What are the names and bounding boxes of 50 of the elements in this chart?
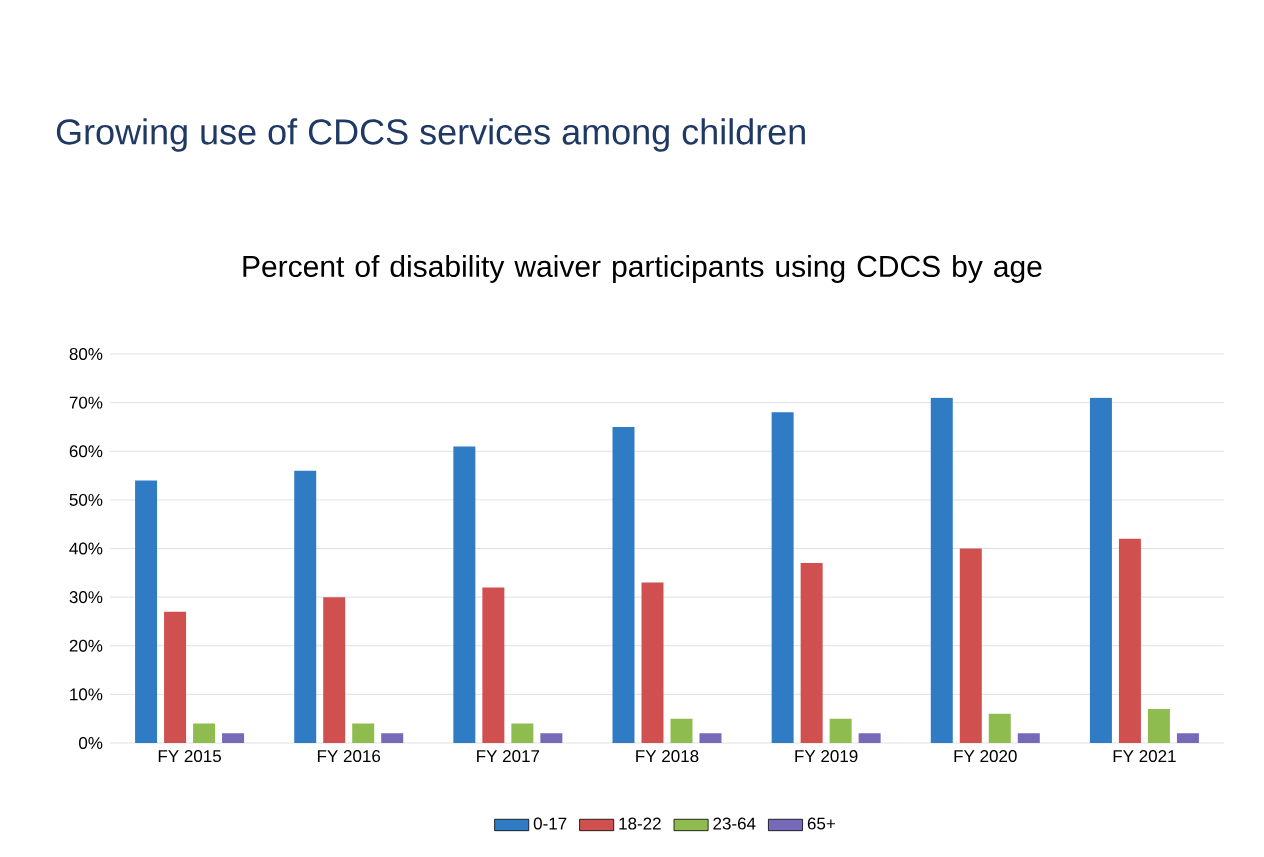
y-tick-label: 20% — [69, 639, 103, 652]
bar — [858, 733, 881, 743]
y-tick-label: 60% — [69, 445, 103, 458]
legend-label: 23-64 — [713, 817, 756, 830]
x-tick-label: FY 2020 — [954, 750, 1017, 763]
bar — [1017, 733, 1040, 743]
y-tick-label: 10% — [70, 688, 103, 701]
bar — [612, 426, 635, 743]
y-tick-label: 0% — [79, 737, 103, 750]
bar — [511, 723, 534, 743]
bar — [771, 412, 794, 743]
x-tick-label: FY 2015 — [158, 750, 221, 763]
bar — [135, 480, 158, 743]
bar — [482, 587, 505, 743]
bar — [323, 597, 346, 743]
bar — [641, 582, 664, 743]
bar — [959, 548, 982, 743]
y-tick-label: 40% — [69, 542, 103, 555]
y-tick-label: 80% — [69, 348, 103, 361]
bar — [829, 718, 852, 743]
bar — [1147, 708, 1170, 743]
bar — [352, 723, 375, 743]
bar — [222, 733, 245, 743]
bar — [930, 397, 953, 743]
bar — [453, 446, 476, 743]
chart-title: Growing use of CDCS services among children — [56, 118, 805, 152]
x-tick-label: FY 2019 — [795, 750, 858, 763]
chart-subtitle: Percent of disability waiver participants using CDCS by age — [243, 255, 1042, 283]
bar — [294, 470, 317, 743]
bar — [800, 563, 823, 743]
x-tick-label: FY 2016 — [317, 750, 381, 763]
bar — [988, 713, 1011, 743]
bar — [381, 733, 404, 743]
bar — [670, 718, 693, 743]
y-tick-label: 70% — [69, 396, 103, 409]
bar — [164, 611, 187, 743]
y-tick-label: 50% — [69, 493, 103, 506]
bar — [540, 733, 563, 743]
x-tick-label: FY 2021 — [1113, 750, 1176, 763]
legend-label: 65+ — [807, 817, 835, 830]
legend-label: 18-22 — [619, 817, 661, 830]
bar — [1176, 733, 1199, 743]
x-tick-label: FY 2017 — [477, 750, 540, 763]
bar — [1118, 538, 1141, 743]
bar — [699, 733, 722, 743]
bar — [1089, 397, 1112, 743]
bar — [193, 723, 216, 743]
x-tick-label: FY 2018 — [636, 750, 699, 763]
y-tick-label: 30% — [69, 591, 103, 604]
legend-label: 0-17 — [533, 817, 567, 830]
